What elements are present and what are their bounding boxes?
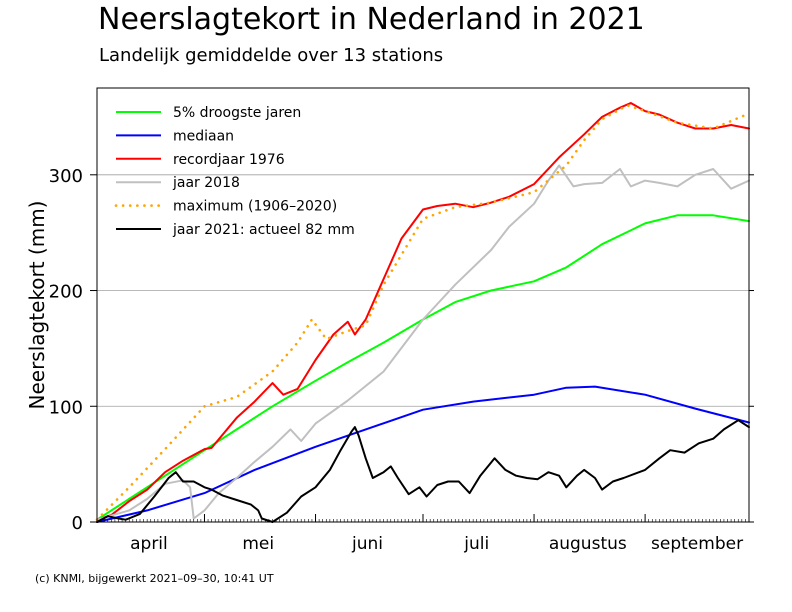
- y-tick-label: 200: [49, 282, 83, 303]
- month-label: juli: [463, 534, 489, 554]
- y-tick-label: 100: [49, 397, 83, 418]
- legend-label: jaar 2018: [172, 175, 240, 191]
- tick-layer: 0 100 200 300 april mei juni juli augustus septem…: [49, 166, 754, 554]
- y-tick-label: 300: [49, 166, 83, 187]
- month-label: april: [130, 534, 168, 554]
- legend-label: maximum (1906–2020): [173, 199, 337, 215]
- legend-label: jaar 2021: actueel 82 mm: [172, 222, 355, 238]
- month-label: augustus: [549, 534, 627, 554]
- month-label: juni: [351, 534, 383, 554]
- series-line: [95, 104, 751, 522]
- month-label: september: [651, 534, 743, 554]
- legend-label: recordjaar 1976: [173, 152, 285, 168]
- legend-label: mediaan: [173, 128, 234, 144]
- y-tick-label: 0: [72, 513, 83, 534]
- series-line: [96, 164, 750, 521]
- month-label: mei: [242, 534, 274, 554]
- chart-subtitle: Landelijk gemiddelde over 13 stations: [99, 45, 444, 66]
- series-layer: [95, 102, 751, 523]
- series-line: [96, 419, 750, 523]
- series-line: [96, 102, 750, 521]
- chart-legend: 5% droogste jaren mediaan recordjaar 1976 j…: [114, 105, 355, 238]
- series-line: [96, 214, 750, 521]
- update-credit: (c) KNMI, bijgewerkt 2021–09–30, 10:41 U…: [35, 572, 274, 585]
- y-axis-label: Neerslagtekort (mm): [25, 201, 49, 410]
- legend-label: 5% droogste jaren: [173, 105, 301, 121]
- chart-title: Neerslagtekort in Nederland in 2021: [98, 2, 645, 37]
